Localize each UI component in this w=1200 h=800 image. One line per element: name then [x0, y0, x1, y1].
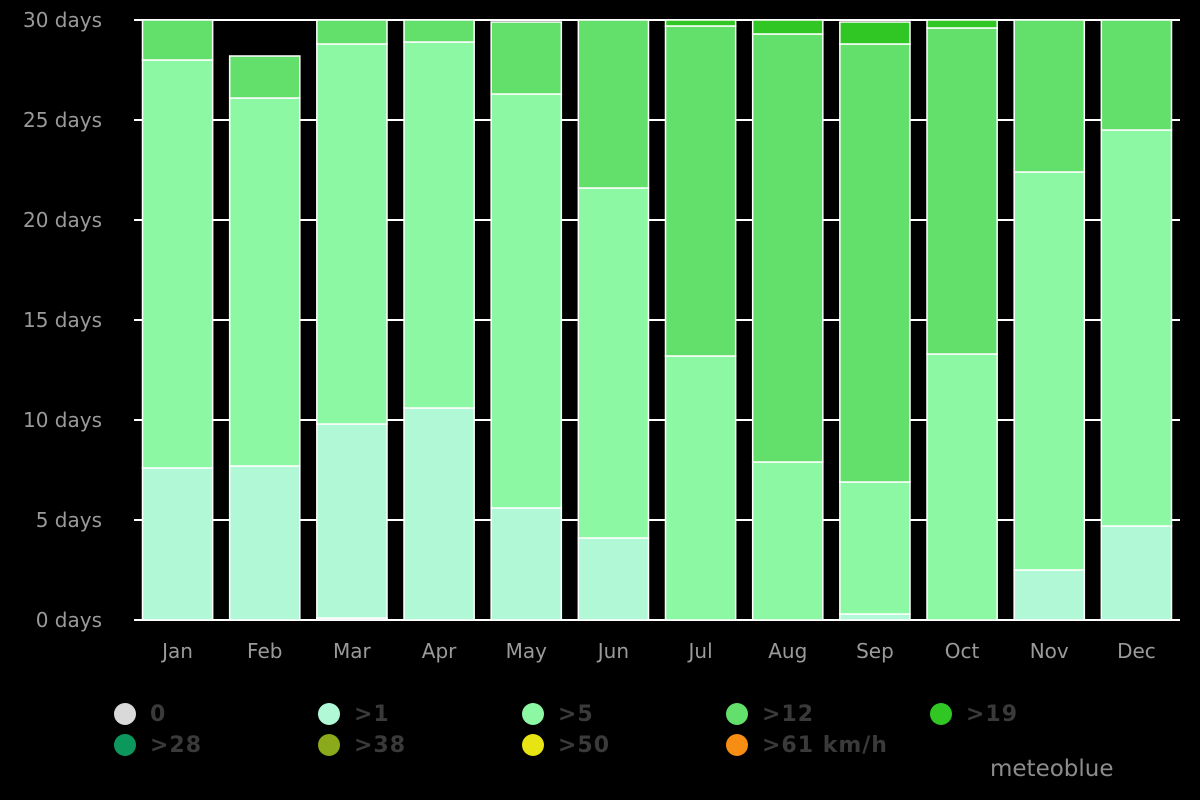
bar-segment-mar	[316, 19, 388, 45]
bar-segment-jan	[141, 19, 214, 61]
legend-label: >28	[150, 732, 203, 758]
bar-segment-jun	[577, 19, 650, 189]
legend-label: >50	[558, 732, 611, 758]
bar-segment-may	[490, 21, 563, 95]
x-tick-label: Feb	[247, 639, 282, 663]
legend-swatch-icon	[726, 734, 748, 756]
legend-swatch-icon	[114, 734, 136, 756]
x-tick-label: Sep	[856, 639, 894, 663]
legend-swatch-icon	[522, 734, 544, 756]
bar-segment-oct	[926, 19, 998, 29]
y-axis-ticks: 0 days 5 days 10 days 15 days 20 days 25 days…	[23, 8, 102, 632]
bar-segment-may	[490, 507, 563, 621]
legend-label: >1	[354, 701, 390, 727]
bar-segment-jan	[141, 59, 214, 469]
bar-segment-apr	[403, 19, 475, 43]
bar-segment-nov	[1013, 569, 1086, 621]
bar-segment-dec	[1100, 525, 1173, 621]
bar-segment-feb	[228, 97, 301, 467]
x-tick-label: Apr	[422, 639, 457, 663]
x-tick-label: Dec	[1117, 639, 1156, 663]
y-tick-label: 25 days	[23, 108, 102, 132]
legend-label: 0	[150, 701, 167, 727]
bar-segment-nov	[1013, 19, 1086, 173]
bar-segment-aug	[751, 33, 824, 463]
bar-segment-apr	[403, 41, 475, 409]
y-tick-label: 15 days	[23, 308, 102, 332]
bar-segment-mar	[316, 43, 388, 425]
bars	[141, 19, 1173, 621]
bar-segment-oct	[926, 27, 998, 355]
bar-segment-sep	[839, 21, 911, 45]
legend-item: >19	[930, 700, 1018, 728]
legend-swatch-icon	[930, 703, 952, 725]
legend-label: >19	[966, 701, 1019, 727]
x-tick-label: Mar	[333, 639, 372, 663]
bar-segment-jun	[577, 187, 650, 539]
legend-swatch-icon	[522, 703, 544, 725]
bar-segment-sep	[839, 481, 911, 615]
legend-item: >38	[318, 731, 406, 759]
bar-segment-feb	[228, 55, 301, 99]
bar-segment-apr	[403, 407, 475, 621]
legend-item: >1	[318, 700, 390, 728]
y-tick-label: 20 days	[23, 208, 102, 232]
legend-item: 0	[114, 700, 166, 728]
x-tick-label: Aug	[768, 639, 807, 663]
bar-segment-sep	[839, 613, 911, 621]
bar-segment-oct	[926, 353, 998, 621]
bar-segment-aug	[751, 19, 824, 35]
bar-segment-mar	[316, 423, 388, 619]
y-tick-label: 0 days	[36, 608, 102, 632]
bar-segment-jun	[577, 537, 650, 621]
bar-segment-jul	[664, 19, 737, 27]
legend-swatch-icon	[318, 703, 340, 725]
x-tick-label: Oct	[945, 639, 980, 663]
x-axis-ticks: Jan Feb Mar Apr May Jun Jul Aug Sep Oct Nov Dec	[160, 639, 1156, 663]
legend-item: >12	[726, 700, 814, 728]
bar-segment-sep	[839, 43, 911, 483]
x-tick-label: May	[506, 639, 548, 663]
bar-segment-feb	[228, 465, 301, 621]
bar-segment-dec	[1100, 19, 1173, 131]
bar-segment-jul	[664, 25, 737, 357]
wind-speed-chart: 0 days 5 days 10 days 15 days 20 days 25 days…	[23, 8, 1180, 663]
legend-swatch-icon	[114, 703, 136, 725]
bar-segment-dec	[1100, 129, 1173, 527]
grid-lines	[134, 19, 1180, 621]
legend-label: >12	[762, 701, 815, 727]
x-tick-label: Jan	[160, 639, 193, 663]
brand-label: meteoblue	[990, 756, 1114, 782]
y-tick-label: 10 days	[23, 408, 102, 432]
bar-segment-may	[490, 93, 563, 509]
legend-label: >61 km/h	[762, 732, 888, 758]
x-tick-label: Jun	[596, 639, 629, 663]
bar-segment-nov	[1013, 171, 1086, 571]
bar-segment-jul	[664, 355, 737, 621]
x-tick-label: Jul	[687, 639, 713, 663]
legend-swatch-icon	[726, 703, 748, 725]
legend-label: >38	[354, 732, 407, 758]
legend-item: >50	[522, 731, 610, 759]
bar-segment-jan	[141, 467, 214, 621]
legend-item: >61 km/h	[726, 731, 888, 759]
legend-item: >28	[114, 731, 202, 759]
legend-swatch-icon	[318, 734, 340, 756]
bar-segment-aug	[751, 461, 824, 621]
x-tick-label: Nov	[1030, 639, 1069, 663]
y-tick-label: 30 days	[23, 8, 102, 32]
legend-label: >5	[558, 701, 594, 727]
legend-item: >5	[522, 700, 594, 728]
y-tick-label: 5 days	[36, 508, 102, 532]
